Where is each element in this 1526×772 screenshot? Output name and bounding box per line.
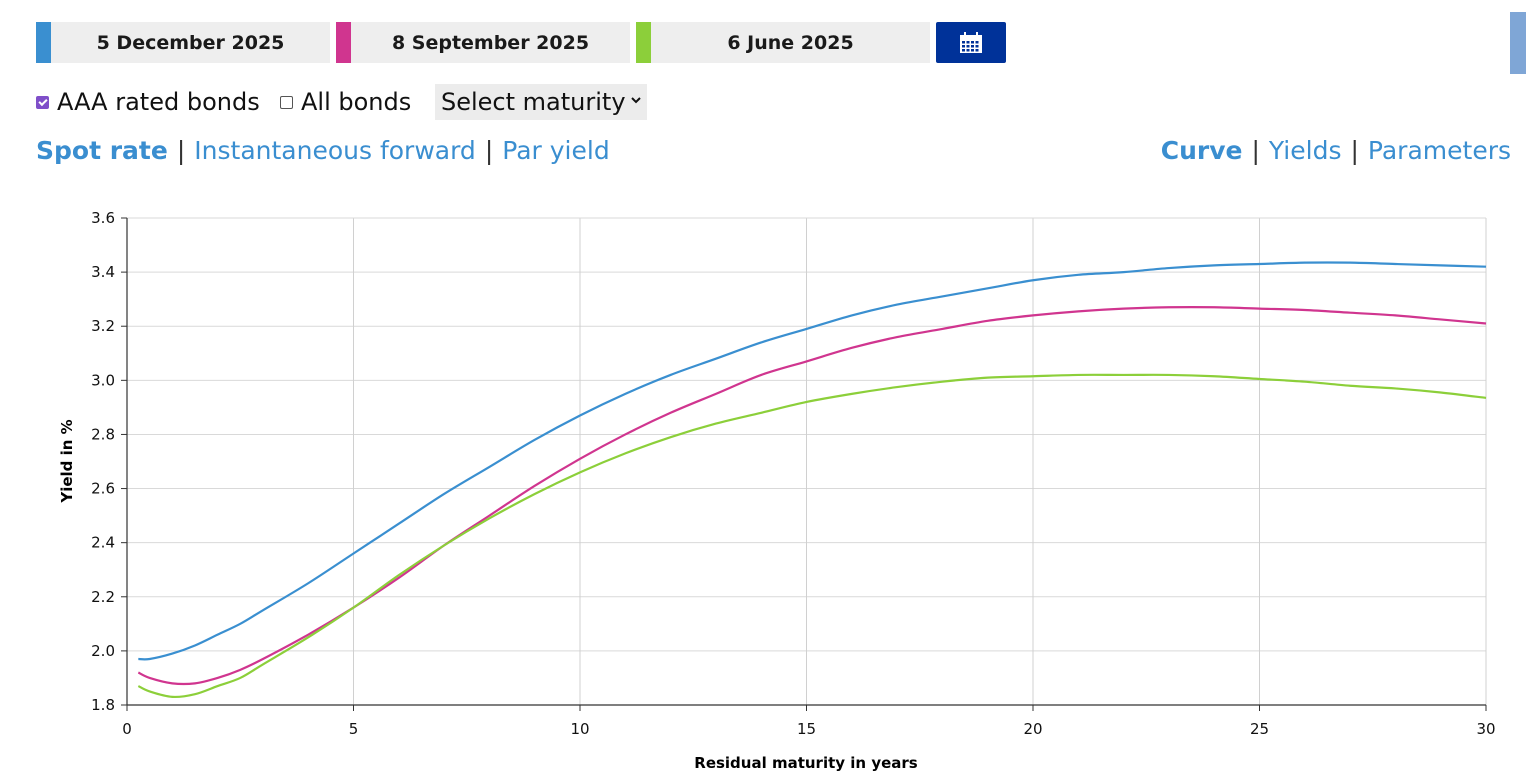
date-label-1: 5 December 2025: [96, 31, 285, 54]
aaa-label: AAA rated bonds: [57, 88, 260, 116]
y-tick-label: 1.8: [91, 696, 115, 714]
separator: |: [176, 136, 186, 165]
aaa-checkbox[interactable]: [36, 95, 49, 109]
all-bonds-label: All bonds: [301, 88, 412, 116]
separator: |: [484, 136, 494, 165]
maturity-select-value: Select maturity: [441, 88, 626, 116]
tab-curve[interactable]: Curve: [1160, 136, 1243, 165]
date-tab-2[interactable]: 8 September 2025: [336, 22, 630, 63]
separator: |: [1350, 136, 1359, 165]
calendar-icon: [960, 31, 982, 53]
tab-parameters[interactable]: Parameters: [1367, 136, 1511, 165]
y-tick-label: 2.4: [91, 534, 115, 552]
maturity-select[interactable]: Select maturity: [435, 84, 647, 120]
date-swatch-2: [336, 22, 351, 63]
y-tick-label: 3.0: [91, 371, 115, 389]
date-label-2: 8 September 2025: [391, 31, 590, 54]
x-tick-label: 0: [122, 720, 132, 738]
tab-yields[interactable]: Yields: [1268, 136, 1342, 165]
all-bonds-checkbox[interactable]: [280, 95, 293, 109]
chart-series: [137, 261, 1487, 699]
x-tick-label: 15: [797, 720, 816, 738]
y-tick-label: 2.6: [91, 480, 115, 498]
separator: |: [1251, 136, 1260, 165]
y-tick-label: 2.2: [91, 588, 115, 606]
date-tab-3[interactable]: 6 June 2025: [636, 22, 930, 63]
tab-instantaneous-forward[interactable]: Instantaneous forward: [194, 136, 476, 165]
date-swatch-1: [36, 22, 51, 63]
tab-spot-rate[interactable]: Spot rate: [36, 136, 168, 165]
y-tick-label: 3.2: [91, 317, 115, 335]
series-line-2: [137, 306, 1487, 686]
rate-type-tabs: Spot rate | Instantaneous forward | Par yiel…: [36, 136, 610, 165]
series-line-3: [137, 373, 1487, 699]
chart-grid: [127, 217, 1487, 705]
x-axis-label: Residual maturity in years: [694, 754, 918, 772]
x-tick-label: 10: [570, 720, 589, 738]
scrollbar-thumb[interactable]: [1510, 12, 1526, 74]
y-axis-label: Yield in %: [58, 419, 76, 503]
calendar-button[interactable]: [936, 22, 1006, 63]
date-label-3: 6 June 2025: [727, 31, 854, 54]
view-tabs: Curve | Yields | Parameters: [1161, 136, 1511, 165]
y-tick-label: 3.6: [91, 209, 115, 227]
all-bonds-option[interactable]: All bonds: [280, 88, 411, 116]
y-tick-label: 2.0: [91, 642, 115, 660]
y-tick-label: 2.8: [91, 425, 115, 443]
chart-axes: 1.8 2.0 2.2 2.4 2.6 2.8 3.0 3.2 3.4 3.6 0 5 10 15 20 25…: [91, 209, 1495, 738]
date-swatch-3: [636, 22, 651, 63]
x-tick-label: 25: [1250, 720, 1269, 738]
tab-par-yield[interactable]: Par yield: [502, 136, 610, 165]
y-tick-label: 3.4: [91, 263, 115, 281]
x-tick-label: 5: [349, 720, 359, 738]
series-line-1: [138, 261, 1487, 661]
chevron-down-icon: [631, 97, 641, 104]
x-tick-label: 20: [1023, 720, 1042, 738]
aaa-option[interactable]: AAA rated bonds: [36, 88, 260, 116]
x-tick-label: 30: [1476, 720, 1495, 738]
date-tab-1[interactable]: 5 December 2025: [36, 22, 330, 63]
